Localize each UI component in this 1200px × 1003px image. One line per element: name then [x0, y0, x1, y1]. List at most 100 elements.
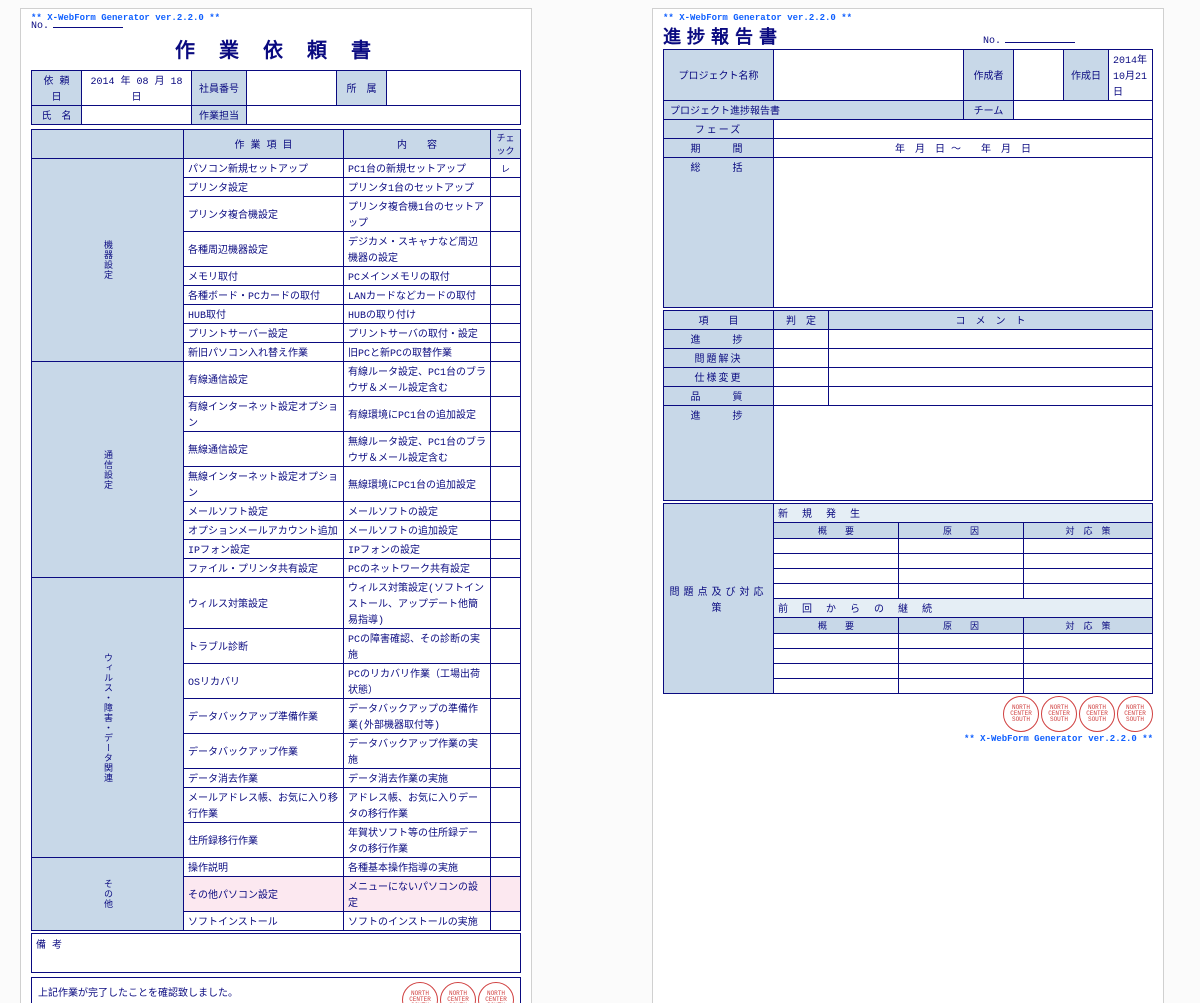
check-cell — [491, 521, 521, 540]
work-item: プリントサーバー設定 — [184, 324, 344, 343]
right-title: 進捗報告書 — [663, 23, 783, 49]
issues-label: 問題点及び対応策 — [664, 504, 774, 694]
work-item: 各種周辺機器設定 — [184, 232, 344, 267]
check-cell — [491, 664, 521, 699]
watermark-bottom-r: ** X-WebForm Generator ver.2.2.0 ** — [663, 734, 1153, 744]
comment-cell — [829, 330, 1153, 349]
check-cell — [491, 467, 521, 502]
stamp: NORTHCENTERSOUTH — [440, 982, 476, 1003]
period-label: 期 間 — [664, 139, 774, 158]
work-item: 無線通信設定 — [184, 432, 344, 467]
comment-hdr: コ メ ン ト — [829, 311, 1153, 330]
sub-col-b2: 原 因 — [899, 618, 1024, 634]
check-cell — [491, 232, 521, 267]
category-label: ウィルス・障害・データ関連 — [32, 578, 184, 858]
sub-col-c: 対 応 策 — [1024, 523, 1153, 539]
work-item: ソフトインストール — [184, 912, 344, 931]
check-cell — [491, 324, 521, 343]
work-item: オプションメールアカウント追加 — [184, 521, 344, 540]
judge-hdr: 判 定 — [774, 311, 829, 330]
work-content: デジカメ・スキャナなど周辺機器の設定 — [344, 232, 491, 267]
judge-cell — [774, 330, 829, 349]
sub-col-b: 原 因 — [899, 523, 1024, 539]
watermark-top-r: ** X-WebForm Generator ver.2.2.0 ** — [663, 13, 1153, 23]
name-value — [82, 106, 192, 125]
check-cell — [491, 286, 521, 305]
col-check: チェック — [491, 130, 521, 159]
work-content: メニューにないパソコンの設定 — [344, 877, 491, 912]
check-cell — [491, 559, 521, 578]
phase-label: フェーズ — [664, 120, 774, 139]
check-cell — [491, 877, 521, 912]
stamps-right: NORTHCENTERSOUTH NORTHCENTERSOUTH NORTHC… — [663, 696, 1153, 732]
left-title: 作 業 依 頼 書 — [31, 34, 521, 64]
check-cell — [491, 502, 521, 521]
work-item: 新旧パソコン入れ替え作業 — [184, 343, 344, 362]
work-content: メールソフトの追加設定 — [344, 521, 491, 540]
check-cell — [491, 769, 521, 788]
summary-value — [774, 158, 1153, 308]
work-item: 無線インターネット設定オプション — [184, 467, 344, 502]
work-content: 旧PCと新PCの取替作業 — [344, 343, 491, 362]
dept-value — [387, 71, 521, 106]
work-content: データバックアップの準備作業(外部機器取付等) — [344, 699, 491, 734]
dept-label: 所 属 — [337, 71, 387, 106]
no-row: No. — [31, 21, 521, 32]
created-value: 2014年10月21日 — [1109, 50, 1153, 101]
col-content: 内 容 — [344, 130, 491, 159]
stamp: NORTHCENTERSOUTH — [1003, 696, 1039, 732]
confirm-box: 上記作業が完了したことを確認致しました。 年 月 日 氏 名 NORTHCENT… — [31, 977, 521, 1003]
work-content: PCの障害確認、その診断の実施 — [344, 629, 491, 664]
sub-col-a: 概 要 — [774, 523, 899, 539]
stamp: NORTHCENTERSOUTH — [1117, 696, 1153, 732]
work-item: 有線通信設定 — [184, 362, 344, 397]
work-content: 年賀状ソフト等の住所録データの移行作業 — [344, 823, 491, 858]
work-content: ソフトのインストールの実施 — [344, 912, 491, 931]
work-content: プリントサーバの取付・設定 — [344, 324, 491, 343]
check-cell — [491, 823, 521, 858]
work-item: 住所録移行作業 — [184, 823, 344, 858]
emp-value — [247, 71, 337, 106]
no-label-r: No. — [983, 36, 1075, 47]
emp-label: 社員番号 — [192, 71, 247, 106]
check-cell — [491, 699, 521, 734]
no-label: No. — [31, 21, 49, 32]
work-content: データ消去作業の実施 — [344, 769, 491, 788]
right-header-table: プロジェクト名称 作成者 作成日 2014年10月21日 プロジェクト進捗報告書… — [663, 49, 1153, 308]
check-cell — [491, 362, 521, 397]
work-content: PCのリカバリ作業（工場出荷状態） — [344, 664, 491, 699]
check-cell — [491, 734, 521, 769]
check-cell — [491, 397, 521, 432]
work-request-sheet: ** X-WebForm Generator ver.2.2.0 ** No. … — [20, 8, 532, 1003]
category-label: その他 — [32, 858, 184, 931]
team-value — [1014, 101, 1153, 120]
phase-value — [774, 120, 1153, 139]
check-cell — [491, 912, 521, 931]
proj-report-label: プロジェクト進捗報告書 — [664, 101, 964, 120]
author-label: 作成者 — [964, 50, 1014, 101]
date-label: 依 頼 日 — [32, 71, 82, 106]
work-content: 無線環境にPC1台の追加設定 — [344, 467, 491, 502]
check-cell — [491, 343, 521, 362]
work-item: データバックアップ作業 — [184, 734, 344, 769]
work-table: 作 業 項 目 内 容 チェック 機器設定パソコン新規セットアップPC1台の新規… — [31, 129, 521, 931]
work-content: HUBの取り付け — [344, 305, 491, 324]
work-content: プリンタ複合機1台のセットアップ — [344, 197, 491, 232]
proj-name-label: プロジェクト名称 — [664, 50, 774, 101]
stamps-left: NORTHCENTERSOUTH NORTHCENTERSOUTH NORTHC… — [402, 982, 514, 1003]
left-header-table: 依 頼 日 2014 年 08 月 18 日 社員番号 所 属 氏 名 作業担当 — [31, 70, 521, 125]
category-label: 機器設定 — [32, 159, 184, 362]
work-content: 無線ルータ設定、PC1台のブラウザ＆メール設定含む — [344, 432, 491, 467]
check-cell — [491, 178, 521, 197]
memo-label: 備 考 — [36, 941, 62, 952]
work-content: 有線環境にPC1台の追加設定 — [344, 397, 491, 432]
check-cell — [491, 540, 521, 559]
work-content: プリンタ1台のセットアップ — [344, 178, 491, 197]
check-cell — [491, 788, 521, 823]
check-cell — [491, 432, 521, 467]
work-content: メールソフトの設定 — [344, 502, 491, 521]
check-cell: レ — [491, 159, 521, 178]
cat-hdr — [32, 130, 184, 159]
work-item: パソコン新規セットアップ — [184, 159, 344, 178]
no-underline — [53, 27, 123, 28]
